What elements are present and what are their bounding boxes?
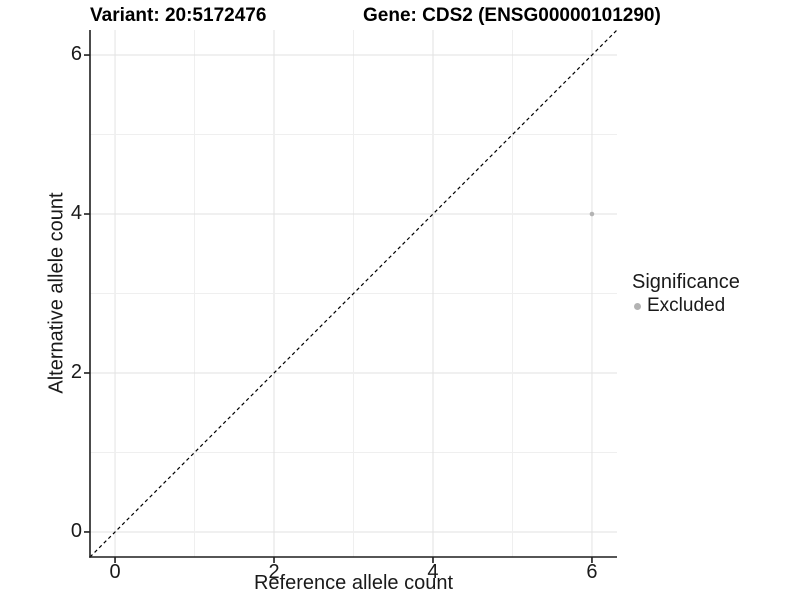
y-tick-label: 4 [70, 202, 82, 224]
y-tick-label: 2 [70, 360, 82, 383]
gene-title: Gene: CDS2 (ENSG00000101290) [363, 5, 661, 26]
x-tick-label: 0 [109, 561, 121, 583]
variant-title: Variant: 20:5172476 [90, 5, 267, 26]
y-tick-label: 6 [70, 43, 82, 66]
identity-dashed-line [89, 29, 618, 558]
x-tick-label: 4 [427, 561, 439, 583]
x-tick-label: 2 [268, 561, 280, 583]
legend-title: Significance [632, 271, 740, 293]
x-axis-title: Reference allele count [253, 572, 453, 594]
y-tick-label: 0 [70, 519, 82, 542]
data-point-excluded [589, 211, 595, 217]
excluded-circle-icon [634, 302, 641, 310]
legend-item-label: Excluded [647, 295, 726, 316]
x-tick-label: 6 [586, 561, 598, 583]
legend: Significance Excluded [628, 271, 740, 317]
legend-item-excluded: Excluded [628, 295, 740, 317]
y-axis-title: Alternative allele count [45, 192, 68, 394]
